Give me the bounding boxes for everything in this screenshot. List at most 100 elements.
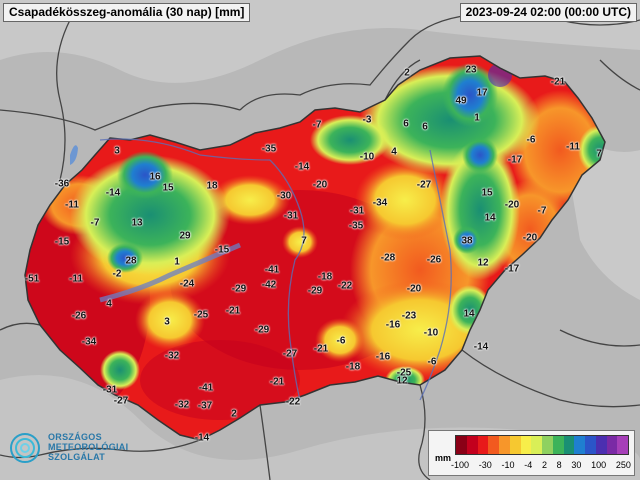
station-value: -14	[294, 161, 310, 173]
station-value: -15	[54, 236, 70, 248]
station-value: -10	[359, 151, 375, 163]
station-value: -16	[375, 351, 391, 363]
map-title: Csapadékösszeg-anomália (30 nap) [mm]	[3, 3, 251, 22]
station-value: -6	[427, 356, 437, 368]
station-value: 3	[114, 145, 120, 157]
station-value: -22	[285, 396, 301, 408]
station-value: -31	[102, 384, 118, 396]
station-value: 17	[476, 87, 488, 99]
station-value: 23	[465, 64, 477, 76]
station-value: 14	[484, 212, 496, 224]
station-value: -21	[269, 376, 285, 388]
station-value: -2	[112, 268, 122, 280]
legend-swatch	[563, 436, 575, 454]
omsz-logo-icon	[10, 433, 40, 463]
station-value: -41	[198, 382, 214, 394]
legend-swatch	[531, 436, 542, 454]
station-value: -29	[231, 283, 247, 295]
station-value: 7	[596, 148, 602, 160]
station-value: -23	[401, 310, 417, 322]
station-value: 7	[301, 235, 307, 247]
station-value: 14	[463, 308, 475, 320]
station-value: -37	[197, 400, 213, 412]
station-value: -3	[362, 114, 372, 126]
station-value: -18	[317, 271, 333, 283]
station-value: -28	[380, 252, 396, 264]
map-timestamp: 2023-09-24 02:00 (00:00 UTC)	[459, 3, 637, 22]
station-value: 15	[162, 182, 174, 194]
station-value: 12	[477, 257, 489, 269]
station-value: 4	[106, 298, 112, 310]
station-value: -32	[174, 399, 190, 411]
station-value: 1	[474, 112, 480, 124]
legend-swatch	[477, 436, 489, 454]
legend-tick-label: -10	[501, 460, 515, 470]
station-value: -26	[71, 310, 87, 322]
station-value: -14	[473, 341, 489, 353]
station-value: -14	[105, 187, 121, 199]
station-value: -31	[349, 205, 365, 217]
legend-swatch	[542, 436, 553, 454]
legend-tick-label: 100	[591, 460, 607, 470]
station-value: 49	[455, 95, 467, 107]
legend-swatch	[552, 436, 564, 454]
legend-swatch	[585, 436, 596, 454]
logo-line-2: METEOROLÓGIAI	[48, 442, 129, 452]
legend-swatch	[456, 436, 467, 454]
legend-tick-label: 30	[571, 460, 582, 470]
station-value: -31	[283, 210, 299, 222]
legend-swatch	[509, 436, 521, 454]
station-value: -35	[261, 143, 277, 155]
station-value: 16	[149, 171, 161, 183]
legend-ticks: -100 -30 -10 -4 2 8 30 100 250	[451, 460, 631, 470]
legend-swatch	[574, 436, 585, 454]
station-value: -21	[225, 305, 241, 317]
station-value: -18	[345, 361, 361, 373]
station-value: -21	[550, 76, 566, 88]
station-value: -7	[537, 205, 547, 217]
station-value: -21	[313, 343, 329, 355]
legend-tick-label: 2	[541, 460, 547, 470]
station-value: -36	[54, 178, 70, 190]
legend-swatch	[595, 436, 607, 454]
station-value: -42	[261, 279, 277, 291]
legend-swatch	[520, 436, 532, 454]
station-value: 3	[164, 316, 170, 328]
station-value: -29	[307, 285, 323, 297]
station-value: -11	[566, 141, 580, 153]
station-value: -20	[312, 179, 328, 191]
legend-tick-label: -30	[478, 460, 492, 470]
station-value: -20	[504, 199, 520, 211]
station-value: 18	[206, 180, 218, 192]
legend-swatch	[617, 436, 628, 454]
legend-swatch	[606, 436, 618, 454]
station-value: -35	[348, 220, 364, 232]
station-value: -16	[385, 319, 401, 331]
station-value: -25	[396, 367, 412, 379]
station-value: -29	[254, 324, 270, 336]
station-value: 4	[391, 146, 397, 158]
station-value: -27	[416, 179, 432, 191]
legend-tick-label: 8	[556, 460, 562, 470]
station-value: -34	[81, 336, 97, 348]
station-value: -11	[65, 199, 79, 211]
station-value: 13	[131, 217, 143, 229]
legend-unit: mm	[435, 453, 452, 463]
logo-line-1: ORSZÁGOS	[48, 432, 102, 442]
station-value: 12	[396, 375, 408, 387]
station-value: -26	[426, 254, 442, 266]
station-value: -20	[406, 283, 422, 295]
station-value: -25	[193, 309, 209, 321]
color-scale-legend: mm -100 -30 -10 -4 2 8 30 100 250	[428, 430, 635, 476]
station-value: 28	[125, 255, 137, 267]
station-value: -22	[337, 280, 353, 292]
legend-color-bar	[455, 435, 629, 455]
station-value: -32	[164, 350, 180, 362]
station-value: -17	[504, 263, 520, 275]
station-value: -24	[179, 278, 195, 290]
station-value: -20	[522, 232, 538, 244]
legend-tick-label: 250	[615, 460, 631, 470]
legend-tick-label: -4	[524, 460, 533, 470]
station-value: -27	[113, 395, 129, 407]
station-value: -10	[423, 327, 439, 339]
